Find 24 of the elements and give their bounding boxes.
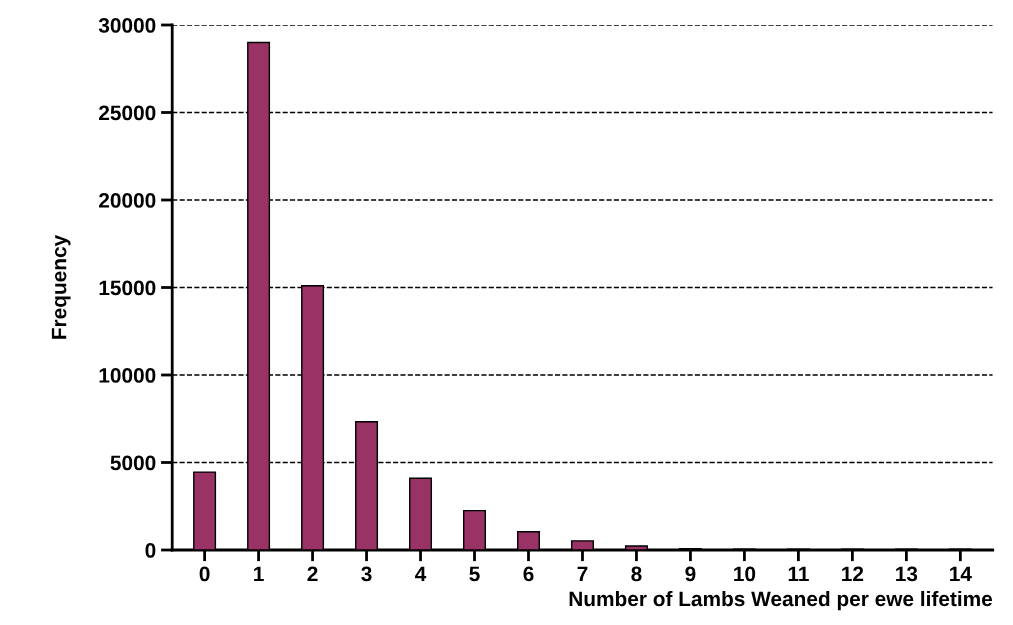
x-tick-label: 11 — [788, 566, 809, 582]
x-axis-title: Number of Lambs Weaned per ewe lifetime — [569, 590, 993, 611]
y-tick-label: 20000 — [99, 193, 156, 208]
y-axis-title: Frequency — [51, 234, 71, 339]
x-tick-label: 7 — [577, 566, 588, 582]
y-tick-label: 0 — [145, 543, 156, 558]
x-tick-label: 13 — [896, 566, 918, 582]
y-tick-label: 25000 — [99, 105, 156, 121]
y-tick-label: 5000 — [110, 455, 156, 471]
x-tick-label: 3 — [361, 566, 372, 582]
y-tick-label: 10000 — [99, 368, 156, 383]
x-tick-label: 6 — [523, 566, 534, 582]
x-tick-label: 9 — [685, 566, 696, 582]
x-tick-label: 14 — [950, 566, 972, 582]
y-tick-label: 30000 — [98, 18, 156, 33]
x-tick-label: 10 — [734, 566, 756, 582]
x-tick-label: 1 — [254, 566, 264, 582]
x-tick-label: 8 — [631, 566, 642, 582]
x-tick-label: 0 — [199, 566, 210, 582]
x-tick-label: 5 — [469, 566, 480, 582]
x-tick-label: 4 — [415, 566, 427, 582]
y-tick-label: 15000 — [99, 280, 156, 296]
x-tick-label: 12 — [842, 566, 864, 582]
x-tick-label: 2 — [307, 566, 318, 582]
